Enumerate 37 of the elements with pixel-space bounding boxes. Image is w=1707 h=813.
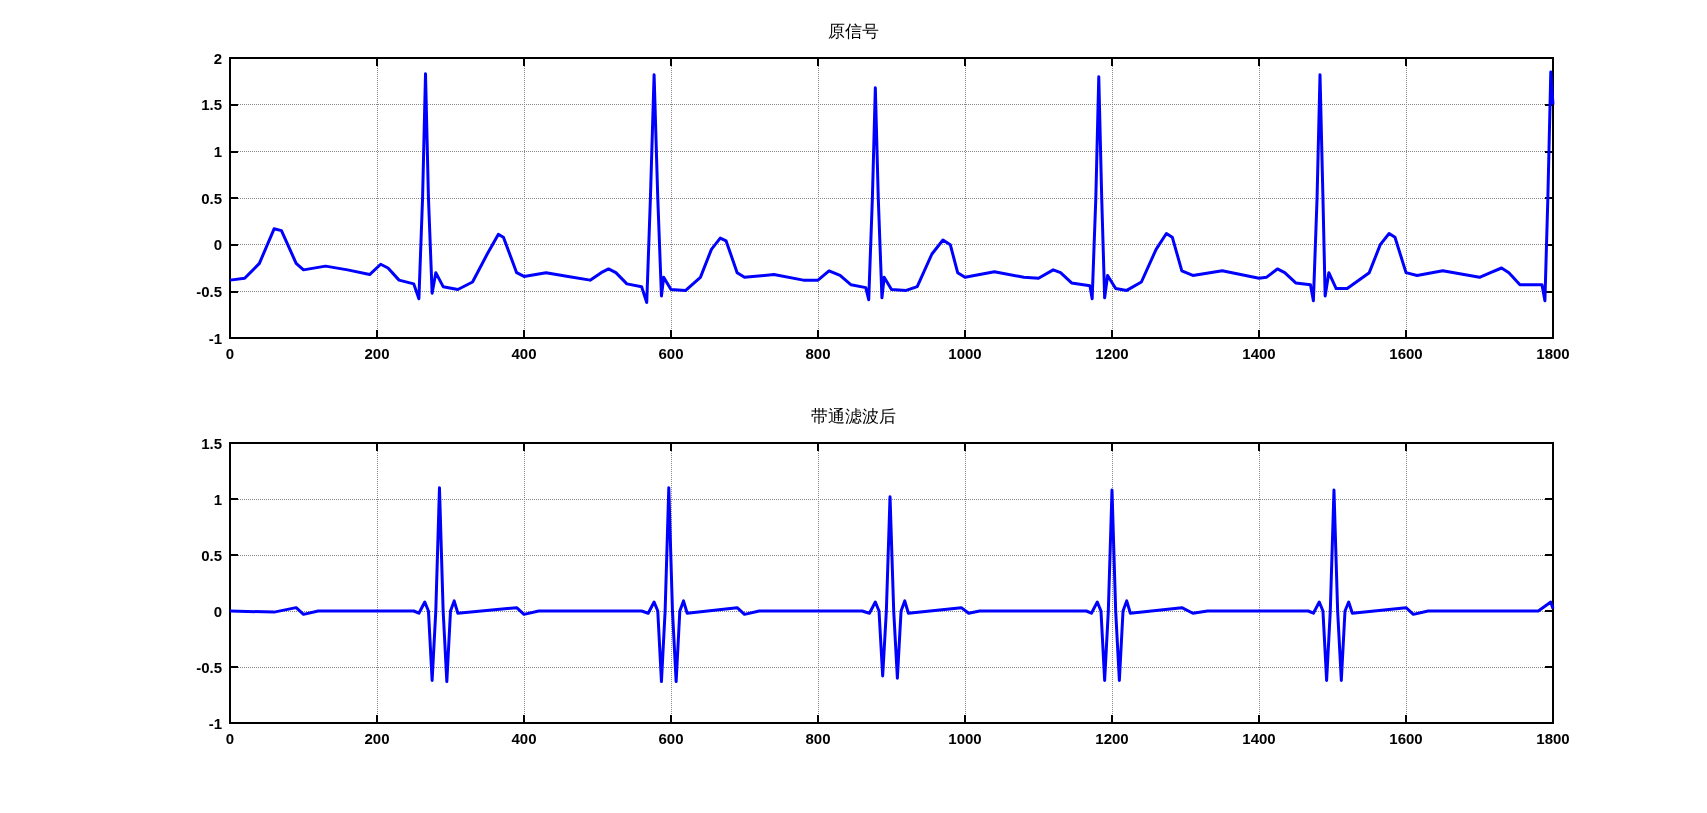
x-tick-label: 0 <box>225 345 235 362</box>
y-tick-label: 2 <box>213 49 222 67</box>
x-tick-label: 1000 <box>948 345 982 362</box>
chart-title: 原信号 <box>827 22 879 41</box>
x-tick-label: 800 <box>805 345 831 362</box>
y-tick-label: 0 <box>213 602 222 620</box>
x-tick-label: 200 <box>364 345 390 362</box>
x-tick-label: 1400 <box>1242 345 1276 362</box>
x-tick-label: 400 <box>511 345 537 362</box>
y-tick-label: 1.5 <box>201 434 222 452</box>
x-tick-label: 1600 <box>1389 730 1423 747</box>
y-tick-label: 1.5 <box>201 96 222 114</box>
x-tick-label: 1800 <box>1536 345 1570 362</box>
x-tick-label: 1200 <box>1095 730 1129 747</box>
y-tick-label: 1 <box>213 142 222 160</box>
x-tick-label: 400 <box>511 730 537 747</box>
x-tick-label: 1200 <box>1095 345 1129 362</box>
x-tick-label: 800 <box>805 730 831 747</box>
x-tick-label: 600 <box>658 345 684 362</box>
x-tick-label: 1800 <box>1536 730 1570 747</box>
line-series <box>228 70 1555 305</box>
y-tick-label: 0.5 <box>201 189 222 207</box>
y-tick-label: 1 <box>213 490 222 508</box>
y-tick-label: -1 <box>208 329 222 347</box>
x-tick-label: 600 <box>658 730 684 747</box>
y-tick-label: -1 <box>208 714 222 732</box>
y-tick-label: 0 <box>213 236 222 254</box>
y-tick-label: -0.5 <box>196 282 222 300</box>
x-tick-label: 0 <box>225 730 235 747</box>
x-tick-label: 1400 <box>1242 730 1276 747</box>
x-tick-label: 1600 <box>1389 345 1423 362</box>
x-tick-label: 200 <box>364 730 390 747</box>
line-series <box>228 486 1555 684</box>
x-tick-label: 1000 <box>948 730 982 747</box>
y-tick-label: 0.5 <box>201 546 222 564</box>
y-tick-label: -0.5 <box>196 658 222 676</box>
chart-title: 带通滤波后 <box>810 407 896 426</box>
